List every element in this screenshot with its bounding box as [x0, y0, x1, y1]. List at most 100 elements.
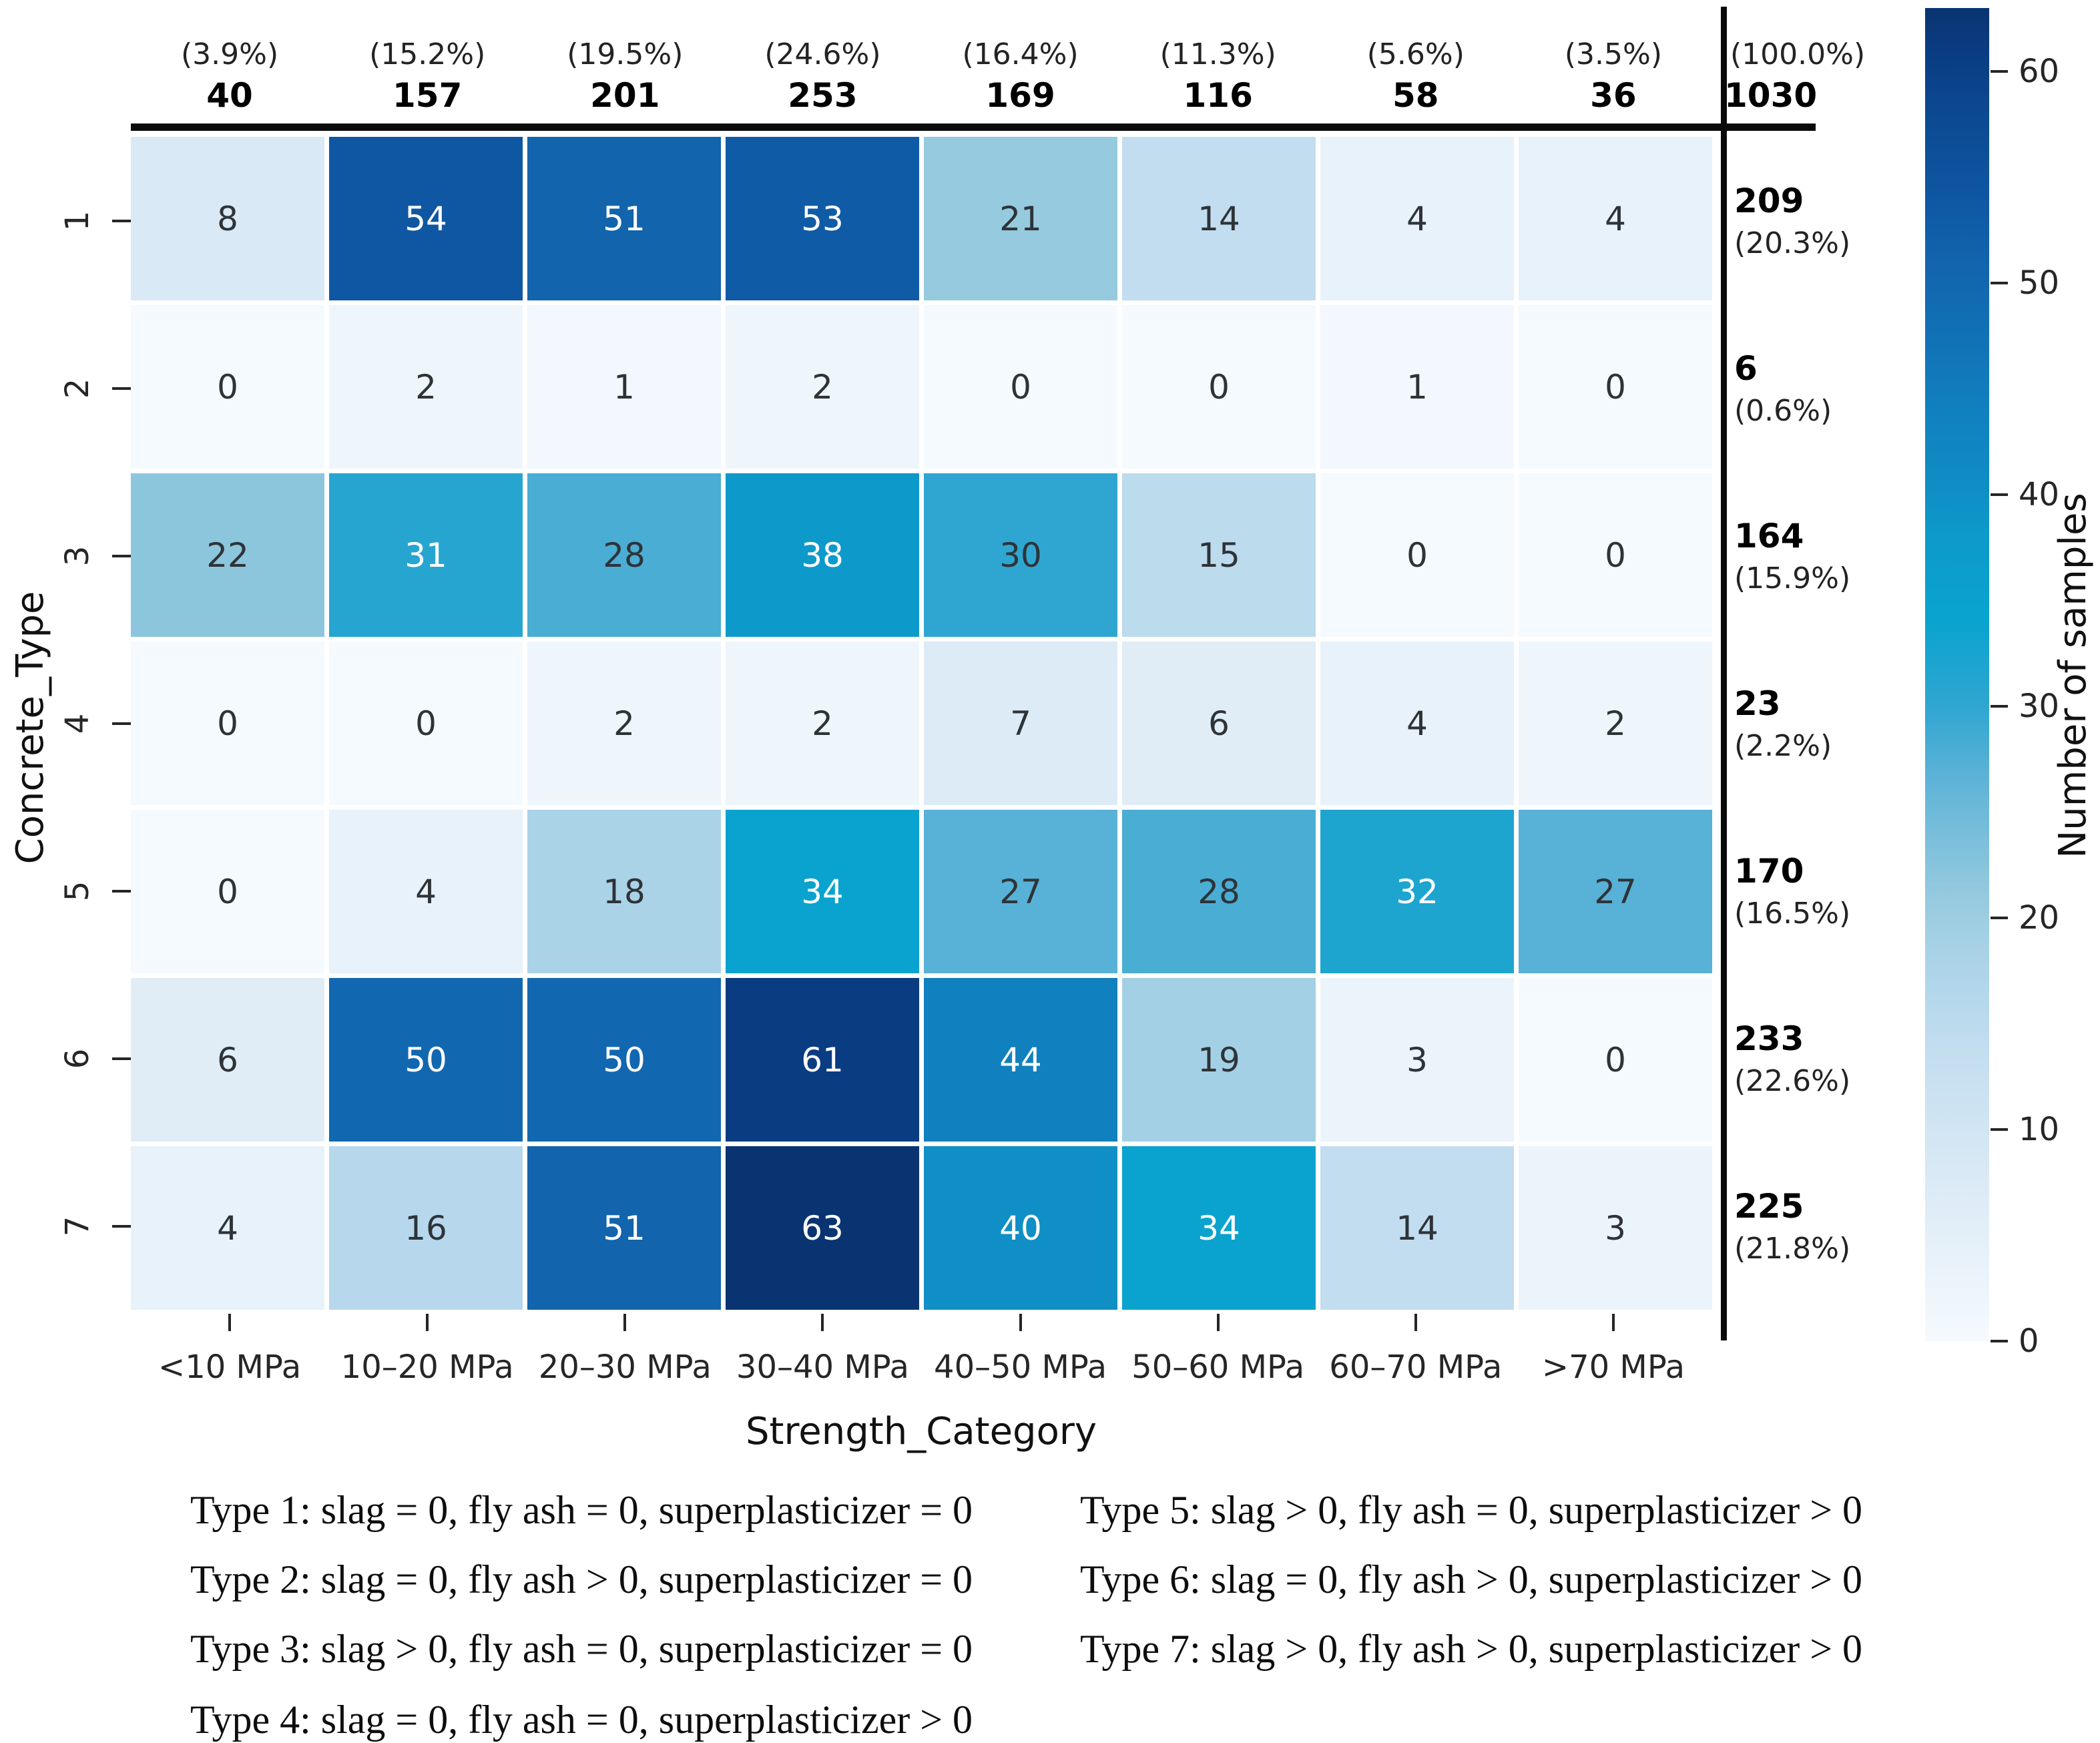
heatmap-cell: 27: [1519, 810, 1712, 973]
x-tick-label: 10–20 MPa: [340, 1348, 514, 1386]
heatmap-cell: 0: [329, 642, 523, 805]
x-tick-mark: [623, 1314, 627, 1331]
colorbar-tick-label: 30: [2019, 688, 2060, 726]
heatmap-cell: 3: [1519, 1146, 1712, 1310]
legend-line: Type 5: slag > 0, fly ash = 0, superplas…: [1080, 1488, 1863, 1532]
y-axis-title: Concrete_Type: [9, 591, 52, 864]
heatmap-cell: 2: [726, 642, 919, 805]
heatmap-cell: 4: [1320, 642, 1514, 805]
colorbar-tick-label: 0: [2019, 1322, 2039, 1360]
heatmap-cell: 34: [1122, 1146, 1316, 1310]
heatmap-cell: 4: [329, 810, 523, 973]
heatmap-cell: 15: [1122, 473, 1316, 637]
column-total-count: 201: [590, 76, 660, 115]
column-total-count: 157: [392, 76, 463, 115]
heatmap-cell: 21: [924, 137, 1117, 300]
colorbar-tick-label: 20: [2019, 899, 2060, 937]
legend-line: Type 1: slag = 0, fly ash = 0, superplas…: [190, 1488, 973, 1532]
column-total-count: 36: [1590, 76, 1637, 115]
legend-line: Type 3: slag > 0, fly ash = 0, superplas…: [190, 1627, 973, 1671]
heatmap-cell: 6: [131, 978, 324, 1142]
x-tick-mark: [1611, 1314, 1615, 1331]
grand-total-percent: (100.0%): [1730, 37, 1866, 71]
heatmap-cell: 30: [924, 473, 1117, 637]
colorbar-tick-mark: [1991, 917, 2008, 920]
heatmap-cell: 1: [527, 305, 721, 469]
heatmap-cell: 2: [329, 305, 523, 469]
row-total-count: 6: [1734, 348, 1758, 388]
y-tick-label: 2: [59, 378, 96, 399]
row-total-percent: (2.2%): [1734, 728, 1832, 763]
heatmap-cell: 51: [527, 1146, 721, 1310]
row-total-percent: (21.8%): [1734, 1231, 1851, 1266]
x-tick-label: >70 MPa: [1541, 1348, 1685, 1386]
column-total-count: 169: [985, 76, 1055, 115]
y-tick-label: 3: [59, 545, 96, 566]
x-tick-mark: [228, 1314, 232, 1331]
column-total-percent: (3.9%): [181, 37, 279, 71]
heatmap-cell: 0: [924, 305, 1117, 469]
colorbar-tick-label: 10: [2019, 1111, 2060, 1149]
heatmap-cell: 22: [131, 473, 324, 637]
heatmap-cell: 0: [131, 642, 324, 805]
y-tick-label: 4: [59, 713, 96, 734]
column-total-percent: (11.3%): [1159, 37, 1276, 71]
heatmap-cell: 0: [131, 305, 324, 469]
heatmap-cell: 28: [527, 473, 721, 637]
row-total-percent: (20.3%): [1734, 226, 1851, 260]
x-tick-label: <10 MPa: [158, 1348, 302, 1386]
heatmap-cell: 61: [726, 978, 919, 1142]
colorbar-gradient: [1925, 8, 1989, 1341]
x-tick-mark: [1414, 1314, 1417, 1331]
heatmap-cell: 40: [924, 1146, 1117, 1310]
colorbar-tick-mark: [1991, 282, 2008, 285]
row-total-count: 225: [1734, 1186, 1804, 1226]
heatmap-cell: 4: [1320, 137, 1514, 300]
y-tick-mark: [112, 1224, 131, 1228]
y-tick-label: 6: [59, 1048, 96, 1069]
row-total-divider-line: [1721, 7, 1727, 1340]
grand-total-count: 1030: [1724, 76, 1818, 115]
heatmap-cell: 0: [1519, 473, 1712, 637]
heatmap-cell: 8: [131, 137, 324, 300]
heatmap-cell: 2: [527, 642, 721, 805]
x-tick-mark: [1216, 1314, 1220, 1331]
heatmap-cell: 31: [329, 473, 523, 637]
x-tick-label: 50–60 MPa: [1131, 1348, 1305, 1386]
y-tick-mark: [112, 722, 131, 725]
row-total-percent: (16.5%): [1734, 896, 1851, 931]
row-total-percent: (15.9%): [1734, 561, 1851, 595]
heatmap-cell: 32: [1320, 810, 1514, 973]
y-tick-label: 1: [59, 210, 96, 231]
x-tick-mark: [1019, 1314, 1022, 1331]
heatmap-cell: 34: [726, 810, 919, 973]
heatmap-cell: 0: [1519, 978, 1712, 1142]
row-total-count: 170: [1734, 851, 1804, 891]
heatmap-cell: 51: [527, 137, 721, 300]
row-total-count: 209: [1734, 181, 1804, 220]
header-divider-line: [131, 123, 1816, 131]
heatmap-cell: 7: [924, 642, 1117, 805]
heatmap-cell: 0: [1122, 305, 1316, 469]
heatmap-cell: 2: [726, 305, 919, 469]
legend-line: Type 2: slag = 0, fly ash > 0, superplas…: [190, 1557, 973, 1601]
column-total-count: 253: [788, 76, 858, 115]
heatmap-cell: 27: [924, 810, 1117, 973]
row-total-percent: (22.6%): [1734, 1063, 1851, 1098]
legend-line: Type 4: slag = 0, fly ash = 0, superplas…: [190, 1698, 973, 1742]
heatmap-cell: 3: [1320, 978, 1514, 1142]
column-total-percent: (3.5%): [1564, 37, 1662, 71]
column-total-count: 58: [1392, 76, 1439, 115]
y-tick-mark: [112, 1057, 131, 1060]
heatmap-cell: 6: [1122, 642, 1316, 805]
heatmap-cell: 50: [527, 978, 721, 1142]
legend-line: Type 6: slag = 0, fly ash > 0, superplas…: [1080, 1557, 1863, 1601]
colorbar-tick-label: 40: [2019, 476, 2060, 514]
heatmap-cell: 14: [1122, 137, 1316, 300]
row-total-count: 164: [1734, 516, 1804, 555]
y-tick-label: 5: [59, 881, 96, 901]
heatmap-cell: 0: [131, 810, 324, 973]
x-axis-title: Strength_Category: [745, 1410, 1097, 1453]
x-tick-mark: [426, 1314, 429, 1331]
x-tick-label: 60–70 MPa: [1329, 1348, 1503, 1386]
